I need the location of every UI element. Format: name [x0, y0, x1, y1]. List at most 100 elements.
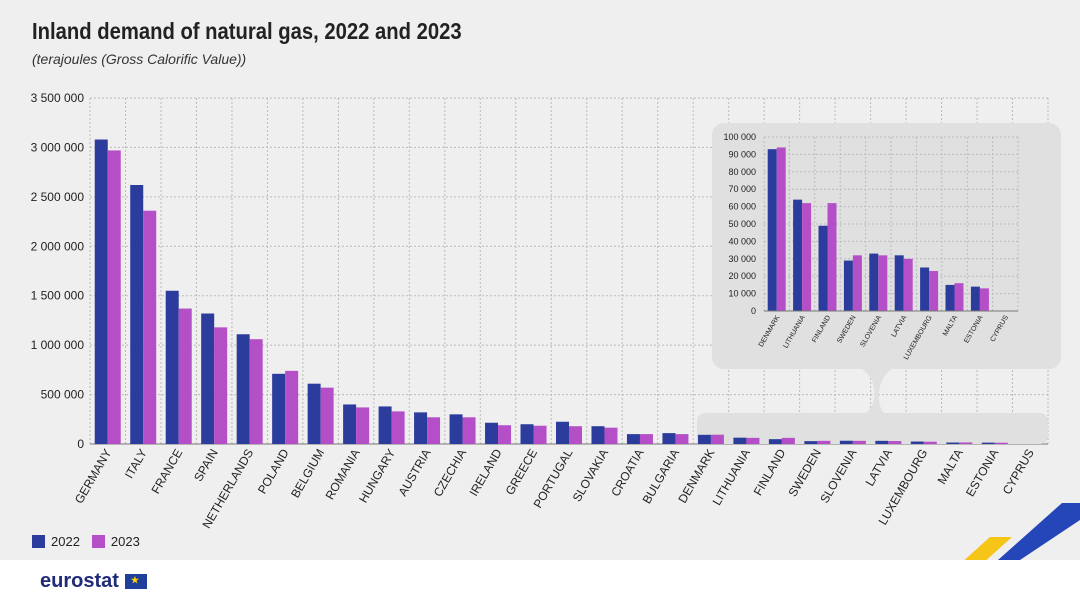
inset-bar-2022-malta: [945, 284, 955, 311]
inset-bar-2022-slovenia: [869, 253, 879, 311]
main-bars: [94, 139, 1008, 444]
legend: 2022 2023: [32, 534, 140, 549]
y-tick-label: 2 500 000: [31, 190, 85, 204]
bar-2023-luxembourg: [923, 441, 937, 444]
bar-2023-spain: [214, 327, 228, 444]
bar-2022-germany: [94, 139, 108, 444]
x-tick-label: ROMANIA: [323, 447, 363, 503]
inset-bar-2023-lithuania: [802, 203, 812, 311]
legend-swatch-2023: [91, 535, 105, 548]
bar-2022-lithuania: [733, 437, 747, 444]
x-tick-label: AUSTRIA: [396, 447, 434, 499]
bar-2023-austria: [427, 417, 441, 444]
decoration-stripes: [964, 503, 1080, 560]
bar-2023-poland: [285, 370, 299, 444]
yellow-stripe: [964, 537, 1012, 560]
inset-y-tick-label: 90 000: [728, 149, 756, 159]
x-tick-label: SPAIN: [191, 447, 221, 484]
eurostat-logo: eurostat: [40, 570, 147, 593]
bar-2022-denmark: [697, 434, 711, 444]
x-tick-label: CZECHIA: [431, 447, 469, 500]
bar-2023-estonia: [994, 442, 1008, 444]
bar-2023-ireland: [498, 425, 512, 444]
bar-2022-hungary: [378, 406, 392, 444]
x-tick-label: CROATIA: [608, 447, 646, 499]
inset-bar-2023-malta: [954, 283, 964, 311]
bar-2023-malta: [959, 442, 973, 444]
brand-text: eurostat: [40, 570, 119, 592]
bar-2022-estonia: [981, 442, 995, 444]
blue-stripe: [998, 503, 1080, 560]
inset-y-tick-label: 50 000: [728, 219, 756, 229]
bar-2023-croatia: [639, 434, 653, 444]
bar-2022-netherlands: [236, 334, 250, 444]
inset-connector: [862, 369, 892, 413]
bar-2022-spain: [201, 313, 215, 444]
inset-y-tick-label: 30 000: [728, 254, 756, 264]
bar-2022-sweden: [804, 441, 818, 444]
bar-2022-austria: [414, 412, 428, 444]
y-tick-label: 3 500 000: [31, 91, 85, 105]
bar-2022-portugal: [556, 421, 569, 444]
bar-2022-latvia: [875, 440, 889, 444]
inset-bar-2022-luxembourg: [920, 267, 930, 311]
x-tick-label: ITALY: [122, 447, 150, 481]
y-tick-label: 2 000 000: [31, 239, 85, 253]
inset-bar-2022-finland: [818, 225, 828, 311]
bar-2022-luxembourg: [910, 441, 924, 444]
inset-bar-2023-finland: [827, 203, 837, 311]
inset-y-tick-label: 10 000: [728, 289, 756, 299]
x-tick-label: CYPRUS: [1000, 447, 1037, 497]
x-tick-label: MALTA: [935, 447, 966, 487]
eu-flag-icon: [124, 574, 147, 589]
x-tick-label: POLAND: [255, 446, 292, 496]
x-tick-label: SLOVAKIA: [570, 447, 611, 505]
bar-2023-bulgaria: [675, 434, 689, 444]
y-tick-label: 3 000 000: [31, 140, 85, 154]
bar-2023-belgium: [320, 387, 334, 444]
chart-svg: 0 500 000 1 000 000 1 500 000 2 000 000 2 500…: [31, 91, 1080, 560]
bar-2023-italy: [143, 210, 157, 444]
bar-2022-france: [165, 290, 179, 444]
inset-y-tick-label: 60 000: [728, 202, 756, 212]
bar-2023-latvia: [888, 441, 902, 444]
bar-2022-croatia: [626, 434, 640, 444]
bar-2023-slovakia: [604, 427, 618, 444]
inset-bar-2022-denmark: [767, 149, 777, 311]
bar-2023-germany: [107, 150, 121, 444]
bar-2023-denmark: [710, 434, 724, 444]
bar-2022-greece: [520, 424, 534, 444]
inset-bar-2022-estonia: [970, 286, 980, 311]
bar-2023-netherlands: [249, 339, 263, 444]
y-tick-label: 500 000: [41, 388, 85, 402]
chart-title: Inland demand of natural gas, 2022 and 2…: [32, 18, 462, 44]
x-tick-label: BELGIUM: [288, 447, 327, 501]
bar-2022-slovakia: [591, 426, 605, 444]
inset-bar-2022-sweden: [843, 260, 853, 311]
inset-y-tick-label: 0: [751, 306, 756, 316]
inset-highlight-band: [697, 413, 1048, 444]
y-tick-label: 1 500 000: [31, 289, 85, 303]
bar-2022-malta: [946, 442, 960, 444]
inset-y-tick-label: 100 000: [723, 132, 756, 142]
inset-y-tick-label: 70 000: [728, 184, 756, 194]
inset-y-tick-label: 40 000: [728, 236, 756, 246]
x-tick-label: SWEDEN: [786, 447, 824, 500]
x-tick-label: GREECE: [503, 447, 540, 498]
legend-swatch-2022: [32, 535, 45, 548]
x-tick-label: ESTONIA: [963, 447, 1001, 499]
bar-2022-belgium: [307, 383, 321, 444]
bar-2023-france: [178, 308, 192, 444]
bar-2023-hungary: [391, 411, 405, 444]
x-tick-label: HUNGARY: [356, 447, 398, 506]
inset-bar-2023-slovenia: [878, 255, 888, 311]
inset-bar-2022-lithuania: [793, 199, 803, 311]
chart-subtitle: (terajoules (Gross Calorific Value)): [32, 51, 247, 67]
bar-2022-italy: [130, 184, 144, 444]
y-tick-label: 0: [77, 437, 84, 451]
bar-2022-poland: [272, 373, 286, 444]
x-tick-label: GERMANY: [72, 447, 114, 507]
x-tick-label: FRANCE: [149, 447, 186, 497]
inset-bar-2023-sweden: [852, 255, 862, 311]
bar-2023-finland: [781, 437, 795, 444]
